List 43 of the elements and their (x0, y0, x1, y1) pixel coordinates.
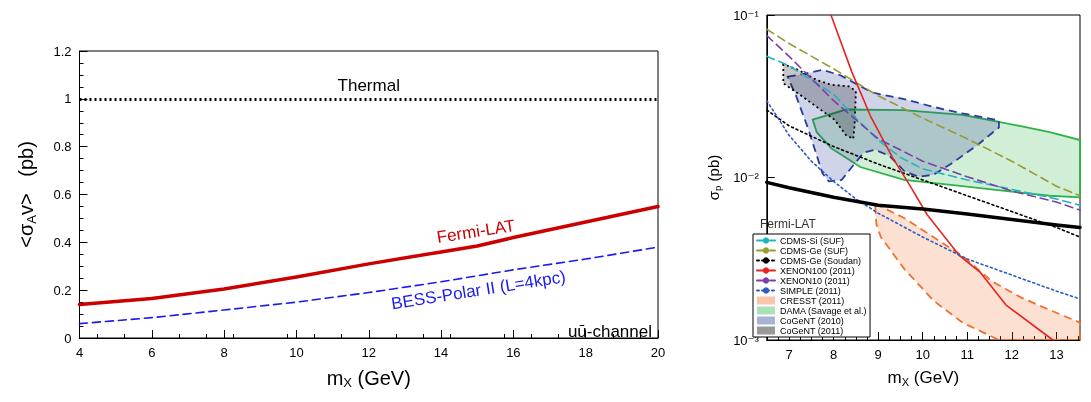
legend-label: CRESST (2011) (780, 295, 845, 306)
x-tick-label: 12 (1004, 347, 1020, 362)
y-tick-label: 0.2 (53, 282, 72, 298)
legend-label: XENON10 (2011) (780, 275, 850, 286)
legend-label: CoGeNT (2011) (780, 325, 844, 336)
x-tick-label: 9 (874, 347, 882, 362)
legend-label: XENON100 (2011) (780, 265, 855, 276)
x-tick-label: 16 (506, 345, 521, 360)
y-tick-label: 1.2 (53, 43, 72, 59)
x-tick-label: 8 (220, 345, 228, 360)
x-tick-label: 4 (75, 345, 84, 360)
x-tick-label: 13 (1049, 347, 1064, 362)
legend-label: SIMPLE (2011) (780, 285, 841, 296)
annotation: uū-channel (567, 322, 652, 341)
x-tick-label: 11 (960, 347, 975, 362)
x-tick-label: 18 (578, 345, 593, 360)
x-tick-label: 20 (650, 345, 666, 360)
y-axis-title: σp (pb) (705, 154, 723, 201)
y-tick-label: 1 (64, 91, 72, 107)
legend-label: CDMS-Si (SUF) (780, 235, 844, 246)
y-tick-label: 0.6 (53, 187, 72, 202)
y-axis-title: <σAv> (pb) (15, 141, 39, 248)
x-tick-label: 10 (289, 345, 304, 360)
x-tick-label: 7 (785, 347, 793, 362)
x-tick-label: 6 (148, 345, 156, 360)
legend-label: DAMA (Savage et al.) (780, 305, 867, 316)
y-tick-label: 10⁻¹ (733, 7, 760, 23)
legend-label: CDMS-Ge (Soudan) (780, 255, 862, 266)
y-tick-label: 0.4 (53, 234, 72, 250)
y-tick-label: 0.8 (53, 139, 72, 155)
x-tick-label: 10 (915, 347, 930, 362)
legend-label: CDMS-Ge (SUF) (780, 245, 848, 256)
text: Fermi-LAT (435, 215, 517, 248)
x-tick-label: 12 (361, 345, 376, 360)
legend-label: CoGeNT (2010) (780, 315, 844, 326)
x-tick-label: 8 (830, 347, 838, 362)
line-series (77, 204, 660, 307)
x-tick-label: 14 (433, 345, 449, 360)
y-tick-label: 10⁻² (733, 170, 760, 185)
y-tick-label: 10⁻³ (733, 332, 760, 348)
text: BESS-Polar II (L=4kpc) (390, 267, 568, 314)
y-tick-label: 0 (64, 330, 72, 346)
ref-line-label: Thermal (337, 75, 400, 95)
